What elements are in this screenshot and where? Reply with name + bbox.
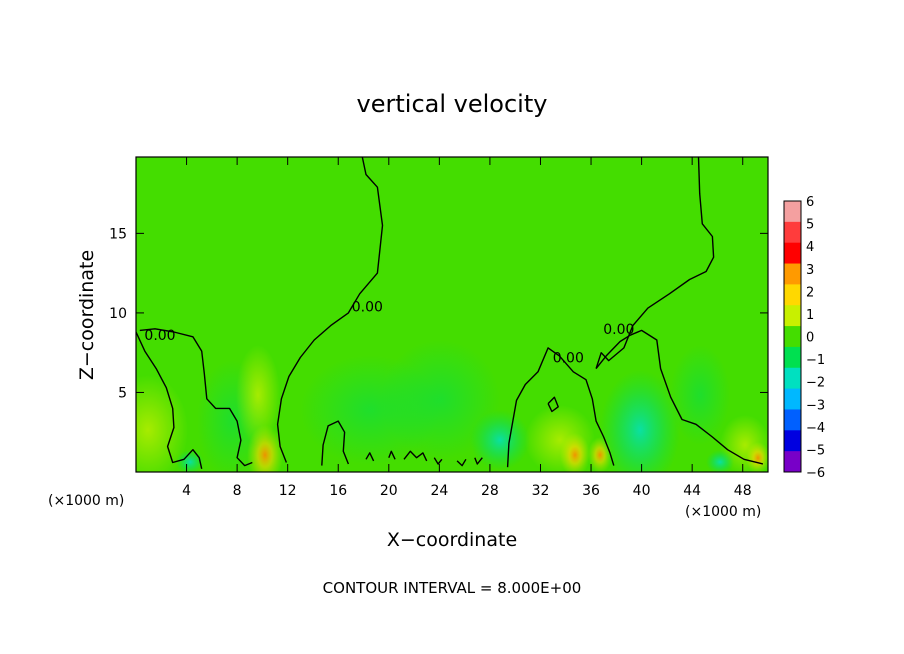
contour-label: 0.00 [603,322,634,338]
chart-title: vertical velocity [357,90,548,118]
colorbar: 6 5 4 3 2 1 0 −1 −2 −3 −4 −5 −6 [783,195,825,481]
colorbar-label: −5 [806,443,825,458]
colorbar-swatch [784,326,801,348]
colorbar-label: 5 [806,218,814,233]
y-tick-label: 15 [109,226,127,242]
colorbar-label: −6 [806,466,825,481]
x-tick-label: 36 [582,483,600,499]
contour-line [139,328,253,467]
x-tick-label: 48 [734,483,752,499]
colorbar-swatch [784,346,801,369]
contour-line [595,329,764,465]
x-tick-label: 44 [683,483,701,499]
colorbar-swatch [784,451,801,473]
colorbar-swatch [784,263,801,285]
contour-line [474,457,483,465]
contour-line [506,347,615,468]
x-tick-label: 40 [633,483,651,499]
colorbar-label: −3 [806,398,825,413]
contour-label: 0.00 [144,328,175,344]
colorbar-swatch [784,201,801,223]
colorbar-label: 1 [806,308,814,323]
heatmap-field-shading [136,340,768,472]
colorbar-swatch [784,430,801,452]
colorbar-swatch [784,242,801,264]
y-tick-label: 5 [118,385,127,401]
x-tick-label: 20 [380,483,398,499]
contour-line [276,157,384,463]
x-tick-label: 16 [329,483,347,499]
x-tick-label: 4 [182,483,191,499]
contour-line [321,420,350,466]
colorbar-label: 3 [806,263,814,278]
x-axis-unit-left: (×1000 m) [48,493,124,509]
contour-line [365,452,375,462]
x-axis-unit-right: (×1000 m) [685,504,761,520]
y-axis-label: Z−coordinate [76,250,98,380]
contour-labels: 0.00 0.00 0.00 0.00 [144,300,634,367]
colorbar-swatch [784,409,801,431]
contour-line [456,458,467,467]
contour-line [136,331,203,469]
contour-line [595,157,715,369]
x-axis-label: X−coordinate [387,529,517,551]
colorbar-swatch [784,305,801,327]
x-tick-label: 28 [481,483,499,499]
colorbar-swatch [784,388,801,410]
contour-line [388,450,396,460]
x-tick-label: 8 [233,483,242,499]
colorbar-label: −2 [806,376,825,391]
colorbar-swatch [784,284,801,306]
contour-label: 0.00 [352,300,383,316]
colorbar-label: 0 [806,331,814,346]
contour-lines [136,157,764,469]
contour-line [433,457,443,465]
colorbar-label: −1 [806,353,825,368]
contour-line [403,450,428,462]
contour-interval-footer: CONTOUR INTERVAL = 8.000E+00 [323,579,582,597]
colorbar-label: 2 [806,285,814,300]
contour-label: 0.00 [553,350,584,366]
colorbar-label: 6 [806,195,814,210]
contour-line [547,396,559,413]
heatmap-field [136,157,768,472]
plot-frame [135,156,769,473]
colorbar-swatch [784,221,801,244]
colorbar-label: 4 [806,240,814,255]
x-tick-label: 12 [279,483,297,499]
x-tick-label: 32 [532,483,550,499]
colorbar-swatch [784,367,801,390]
colorbar-label: −4 [806,421,825,436]
y-tick-label: 10 [109,306,127,322]
colorbar-frame [783,200,802,473]
x-axis-ticks: 4 8 12 16 20 24 28 32 36 40 44 48 [182,157,752,499]
y-axis-ticks: 5 10 15 [109,226,768,401]
x-tick-label: 24 [430,483,448,499]
